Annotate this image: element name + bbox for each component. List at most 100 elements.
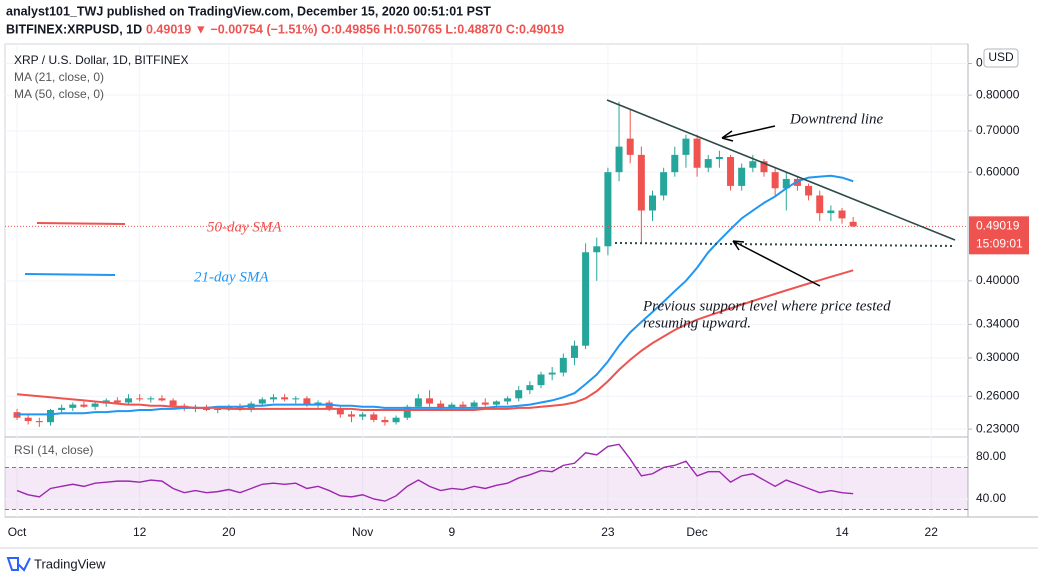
candle-body — [604, 172, 612, 247]
candle-body — [303, 398, 311, 405]
candle-body — [537, 374, 545, 386]
candle-body — [626, 138, 634, 155]
candle-body — [682, 138, 690, 155]
y-tick-label: 0 — [976, 56, 983, 70]
logo — [6, 557, 31, 572]
symbol: BITFINEX:XRPUSD, 1D — [6, 22, 142, 36]
footer-brand: TradingView — [34, 556, 106, 571]
currency[interactable]: USD — [988, 50, 1014, 64]
x-tick-label: Nov — [352, 525, 373, 539]
x-tick-label: Oct — [8, 525, 27, 539]
candle-body — [247, 403, 255, 411]
candle-body — [504, 398, 512, 402]
candle-body — [671, 154, 679, 173]
candle-body — [370, 414, 378, 420]
downtrend-line — [606, 99, 956, 241]
x-tick-label: Dec — [686, 525, 707, 539]
moving-average — [17, 174, 854, 416]
x-tick-label: 23 — [601, 525, 615, 539]
y-tick-label: 0.40000 — [976, 273, 1020, 287]
candle-body — [292, 398, 300, 400]
candle-body — [515, 390, 523, 399]
candle-body — [570, 345, 578, 358]
candle-body — [582, 252, 590, 346]
candle-body — [258, 399, 266, 404]
annotation: 50-day SMA — [207, 219, 282, 235]
pane-title: XRP / U.S. Dollar, 1D, BITFINEX — [14, 53, 189, 67]
candle-body — [336, 408, 344, 415]
candle-body — [637, 154, 645, 211]
legend-line-50 — [36, 222, 126, 225]
candle-body — [91, 403, 99, 407]
candle-body — [760, 161, 768, 173]
marks — [5, 101, 968, 502]
y-tick-label: 0.70000 — [976, 123, 1020, 137]
candle-body — [704, 159, 712, 168]
candle-body — [615, 146, 623, 173]
candle-body — [359, 414, 367, 417]
annotation: resuming upward. — [643, 315, 751, 331]
candle-body — [281, 397, 289, 400]
candle-body — [648, 195, 656, 211]
candle-body — [24, 417, 32, 422]
annotation: Downtrend line — [789, 111, 884, 127]
candle-body — [492, 401, 500, 405]
candle-body — [448, 404, 456, 408]
candle-body — [559, 357, 567, 373]
pane-title: RSI (14, close) — [14, 443, 93, 457]
countdown: 15:09:01 — [976, 237, 1023, 251]
candle-body — [158, 398, 166, 401]
candle-body — [46, 410, 54, 423]
candle-body — [381, 419, 389, 423]
candle-body — [693, 138, 701, 168]
candle-body — [470, 402, 478, 407]
legend-entry: MA (50, close, 0) — [14, 87, 104, 101]
candle-body — [392, 417, 400, 423]
candle-body — [849, 221, 857, 227]
candle-body — [269, 397, 277, 400]
y-tick-label: 0.30000 — [976, 350, 1020, 364]
candle-body — [136, 398, 144, 400]
candle-body — [782, 178, 790, 189]
candle-body — [426, 398, 434, 404]
candle-body — [169, 400, 177, 406]
candle-body — [225, 406, 233, 409]
candle-body — [738, 167, 746, 186]
candle-body — [526, 385, 534, 391]
candle-body — [660, 172, 668, 196]
candle-body — [80, 404, 88, 407]
candle-body — [214, 408, 222, 411]
annotation: Previous support level where price teste… — [642, 298, 891, 314]
candle-body — [403, 406, 411, 418]
y-tick-label: 0.34000 — [976, 317, 1020, 331]
candle-body — [816, 195, 824, 214]
candle-body — [437, 403, 445, 408]
x-tick-label: 14 — [835, 525, 849, 539]
legend-entry: MA (21, close, 0) — [14, 70, 104, 84]
currency-button[interactable] — [983, 48, 1019, 68]
y-tick-label: 0.80000 — [976, 87, 1020, 101]
candle-body — [325, 402, 333, 409]
publish-line: analyst101_TWJ published on TradingView.… — [6, 4, 491, 18]
x-tick-label: 9 — [448, 525, 455, 539]
candle-body — [481, 402, 489, 405]
candle-body — [827, 210, 835, 214]
candle-body — [347, 414, 355, 417]
candle-body — [593, 246, 601, 253]
support-line — [614, 242, 956, 247]
x-tick-label: 12 — [133, 525, 147, 539]
arrow — [732, 240, 821, 287]
candle-body — [771, 172, 779, 189]
candle-body — [749, 161, 757, 168]
candle-body — [125, 398, 133, 403]
y-tick-label: 0.60000 — [976, 164, 1020, 178]
candle-body — [314, 402, 322, 405]
legend-line-21 — [24, 273, 116, 276]
annotation: 21-day SMA — [194, 269, 269, 285]
candle-body — [113, 400, 121, 403]
y-tick-label: 80.00 — [976, 449, 1006, 463]
candle-body — [805, 185, 813, 196]
candle-body — [58, 407, 66, 411]
